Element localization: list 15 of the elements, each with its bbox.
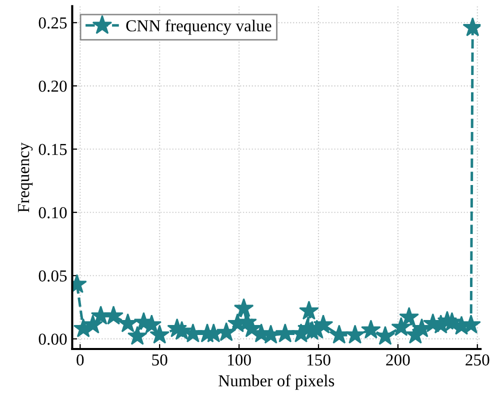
x-tick-label: 100 [228,354,251,366]
x-tick-label: 200 [386,354,410,366]
y-tick-label: 0.05 [38,270,67,282]
x-tick-label: 150 [307,354,330,366]
x-tick-label: 0 [76,354,84,366]
legend-label: CNN frequency value [126,20,272,35]
y-tick-label: 0.25 [38,17,67,29]
y-axis-title: Frequency [18,142,33,212]
y-tick-label: 0.10 [38,207,67,218]
x-tick-label: 250 [466,354,490,366]
x-axis-title: Number of pixels [218,374,334,390]
y-tick-label: 0.00 [38,334,67,345]
x-tick-label: 50 [152,354,168,366]
y-tick-label: 0.15 [38,144,67,156]
y-tick-label: 0.20 [38,80,67,92]
